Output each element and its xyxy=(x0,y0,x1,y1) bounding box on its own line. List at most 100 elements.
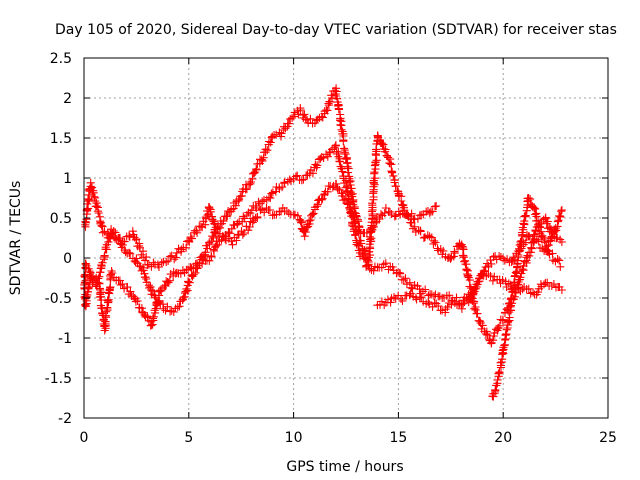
data-point xyxy=(339,195,355,215)
data-point xyxy=(448,296,463,310)
data-point xyxy=(184,263,201,287)
y-tick-label: -1 xyxy=(58,331,72,347)
data-point xyxy=(364,131,383,269)
data-point xyxy=(286,210,302,220)
y-tick-label: 0.5 xyxy=(50,211,72,227)
data-point xyxy=(143,258,158,271)
data-point xyxy=(237,222,253,239)
data-point xyxy=(432,201,441,211)
data-point xyxy=(331,179,347,200)
data-point xyxy=(381,294,396,307)
data-point xyxy=(457,294,473,313)
data-point xyxy=(524,194,539,213)
data-point xyxy=(541,213,557,238)
data-point xyxy=(494,335,510,378)
data-point xyxy=(488,272,505,288)
data-point xyxy=(268,128,284,141)
data-point xyxy=(407,281,422,293)
plot-frame xyxy=(83,57,609,419)
x-tick-label: 0 xyxy=(80,430,89,446)
data-point xyxy=(150,258,166,272)
data-point xyxy=(331,141,346,173)
data-point xyxy=(98,227,112,238)
x-axis-label: GPS time / hours xyxy=(286,459,403,475)
data-series-trace-2 xyxy=(81,141,566,335)
data-point xyxy=(372,208,389,224)
data-point xyxy=(541,278,558,291)
data-point xyxy=(551,282,564,292)
data-point xyxy=(356,228,371,238)
data-point xyxy=(128,227,144,251)
data-point xyxy=(398,291,414,305)
data-point xyxy=(135,243,151,265)
data-point xyxy=(474,263,490,286)
data-point xyxy=(432,299,447,315)
data-point xyxy=(305,160,322,178)
data-point xyxy=(337,125,352,171)
data-point xyxy=(81,182,95,231)
x-tick-label: 10 xyxy=(285,430,303,446)
data-point xyxy=(365,262,379,275)
data-point xyxy=(532,215,548,232)
data-point xyxy=(530,280,549,299)
data-point xyxy=(280,175,296,187)
data-point xyxy=(381,203,396,219)
data-point xyxy=(415,293,431,308)
data-point xyxy=(193,217,208,237)
data-point xyxy=(491,251,505,264)
data-point xyxy=(221,234,236,246)
chart-title: Day 105 of 2020, Sidereal Day-to-day VTE… xyxy=(55,22,617,38)
data-point xyxy=(100,270,116,335)
data-point xyxy=(456,240,472,275)
data-point xyxy=(323,143,339,161)
data-point xyxy=(239,208,255,223)
data-points xyxy=(80,84,566,401)
data-point xyxy=(147,291,164,330)
data-point xyxy=(441,298,456,317)
data-point xyxy=(81,275,95,311)
data-point xyxy=(284,106,303,128)
data-point xyxy=(92,229,115,291)
data-point xyxy=(86,178,100,211)
data-point xyxy=(201,232,218,257)
data-point xyxy=(422,202,440,217)
data-point xyxy=(532,235,549,256)
data-series-trace-4 xyxy=(373,213,566,401)
data-point xyxy=(483,252,498,271)
data-point xyxy=(278,204,293,218)
data-point xyxy=(373,260,388,272)
data-point xyxy=(252,153,268,174)
data-point xyxy=(211,229,227,241)
data-point xyxy=(435,291,454,302)
data-point xyxy=(397,274,414,289)
data-point xyxy=(331,84,346,130)
data-point xyxy=(118,231,134,246)
tick-labels: 0 5 10 15 20 25 -2 -1.5 -1 -0.5 0 0.5 1 1.5 2 2.5 xyxy=(45,51,617,446)
data-point xyxy=(205,204,220,236)
axis-ticks xyxy=(83,57,609,419)
data-point xyxy=(373,297,389,310)
y-tick-label: 2 xyxy=(63,91,72,107)
data-point xyxy=(169,297,185,316)
data-point xyxy=(389,266,405,278)
x-tick-label: 15 xyxy=(389,430,407,446)
data-point xyxy=(557,205,566,215)
data-point xyxy=(381,259,397,274)
x-tick-label: 20 xyxy=(494,430,512,446)
data-point xyxy=(385,155,400,191)
data-point xyxy=(144,282,160,302)
data-point xyxy=(425,232,443,255)
data-point xyxy=(400,206,416,227)
data-point xyxy=(314,187,330,205)
data-point xyxy=(306,200,322,225)
data-point xyxy=(323,181,338,196)
data-point xyxy=(501,301,516,344)
data-point xyxy=(242,167,260,193)
data-point xyxy=(520,282,538,298)
data-point xyxy=(264,187,280,203)
data-point xyxy=(260,133,276,157)
data-point xyxy=(550,233,565,244)
data-point xyxy=(446,239,464,263)
data-point xyxy=(159,252,175,266)
data-point xyxy=(389,291,406,303)
